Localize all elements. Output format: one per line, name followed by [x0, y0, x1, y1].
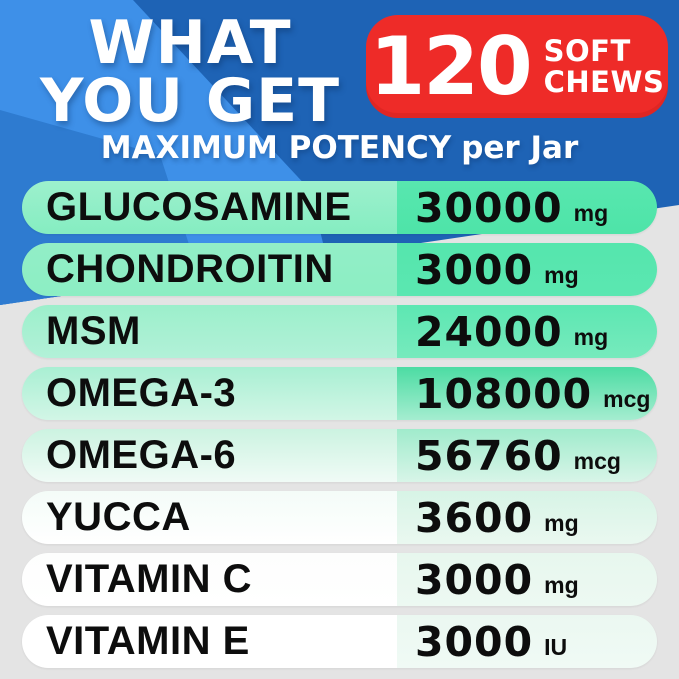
subtitle: MAXIMUM POTENCY per Jar — [0, 129, 679, 167]
table-row: CHONDROITIN 3000 mg — [22, 243, 657, 296]
title-line-2: YOU GET — [39, 66, 341, 136]
amount-unit: mg — [544, 572, 579, 598]
amount-unit: mg — [544, 262, 579, 288]
amount-value: 24000 — [415, 307, 563, 356]
ingredient-name: MSM — [22, 305, 397, 358]
badge-word-1: SOFT — [543, 33, 631, 68]
ingredient-name: GLUCOSAMINE — [22, 181, 397, 234]
potency-table: GLUCOSAMINE 30000 mg CHONDROITIN 3000 mg… — [22, 181, 657, 668]
ingredient-amount: 3000 IU — [397, 615, 657, 668]
subtitle-emphasis: MAXIMUM POTENCY — [100, 130, 452, 166]
ingredient-amount: 108000 mcg — [397, 367, 657, 420]
ingredient-amount: 3000 mg — [397, 243, 657, 296]
amount-unit: mg — [573, 324, 609, 350]
subtitle-suffix: per Jar — [461, 130, 579, 166]
amount-value: 3000 — [415, 245, 534, 294]
ingredient-amount: 24000 mg — [397, 305, 657, 358]
amount-unit: mcg — [603, 386, 651, 412]
amount-unit: mg — [544, 510, 579, 536]
amount-value: 3000 — [415, 555, 534, 604]
amount-unit: mg — [573, 200, 609, 226]
table-row: VITAMIN C 3000 mg — [22, 553, 657, 606]
ingredient-amount: 3000 mg — [397, 553, 657, 606]
ingredient-amount: 3600 mg — [397, 491, 657, 544]
chew-count: 120 — [369, 19, 533, 113]
amount-unit: mcg — [573, 448, 621, 474]
ingredient-name: CHONDROITIN — [22, 243, 397, 296]
amount-unit: IU — [544, 634, 568, 660]
table-row: OMEGA-6 56760 mcg — [22, 429, 657, 482]
ingredient-name: OMEGA-6 — [22, 429, 397, 482]
amount-value: 56760 — [415, 431, 563, 480]
amount-value: 3600 — [415, 493, 534, 542]
ingredient-name: YUCCA — [22, 491, 397, 544]
table-row: OMEGA-3 108000 mcg — [22, 367, 657, 420]
ingredient-amount: 56760 mcg — [397, 429, 657, 482]
ingredient-name: VITAMIN E — [22, 615, 397, 668]
page-title: WHAT YOU GET — [8, 8, 372, 136]
table-row: MSM 24000 mg — [22, 305, 657, 358]
amount-value: 3000 — [415, 617, 534, 666]
ingredient-name: VITAMIN C — [22, 553, 397, 606]
table-row: VITAMIN E 3000 IU — [22, 615, 657, 668]
ingredient-amount: 30000 mg — [397, 181, 657, 234]
soft-chews-badge: 120 SOFT CHEWS — [366, 15, 668, 118]
table-row: YUCCA 3600 mg — [22, 491, 657, 544]
chew-count-label: SOFT CHEWS — [543, 33, 665, 99]
title-line-1: WHAT — [88, 8, 292, 78]
amount-value: 30000 — [415, 183, 563, 232]
amount-value: 108000 — [415, 369, 593, 418]
table-row: GLUCOSAMINE 30000 mg — [22, 181, 657, 234]
badge-word-2: CHEWS — [543, 64, 665, 99]
ingredient-name: OMEGA-3 — [22, 367, 397, 420]
